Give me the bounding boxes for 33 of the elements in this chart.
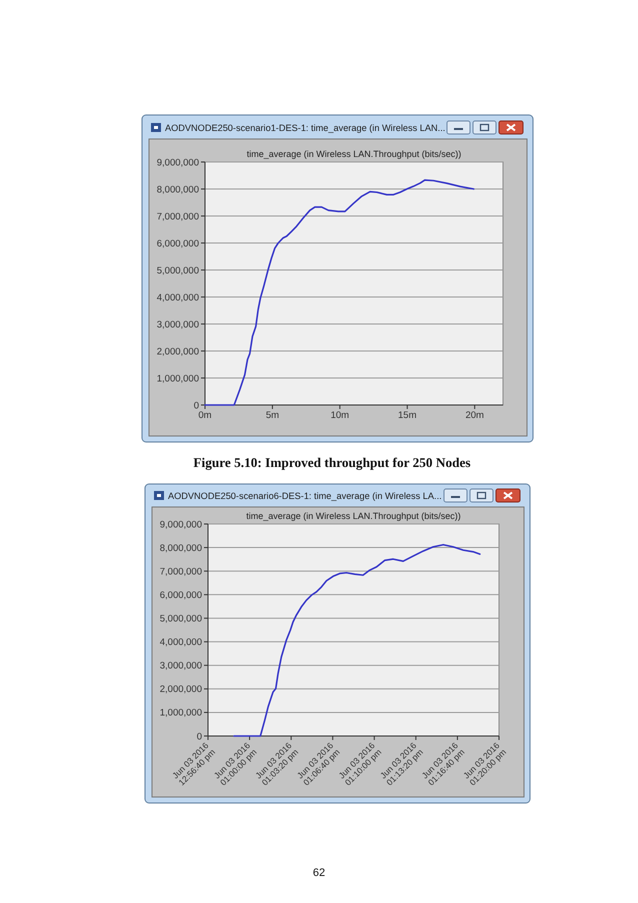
- y-tick-label: 6,000,000: [160, 590, 202, 601]
- x-tick-label: 20m: [465, 410, 484, 421]
- y-tick-label: 4,000,000: [160, 637, 202, 648]
- y-tick-label: 8,000,000: [156, 184, 199, 196]
- x-tick-label: 15m: [398, 410, 417, 421]
- y-tick-label: 7,000,000: [156, 211, 199, 222]
- y-tick-label: 3,000,000: [160, 660, 202, 672]
- y-tick-label: 6,000,000: [156, 238, 199, 250]
- y-tick-label: 0: [196, 731, 202, 742]
- x-tick-label: 10m: [330, 410, 350, 421]
- y-tick-label: 8,000,000: [160, 542, 202, 554]
- line-series: [204, 179, 475, 406]
- chart-subtitle: time_average (in Wireless LAN.Throughput (bits/sec)): [246, 149, 462, 159]
- y-tick-label: 1,000,000: [160, 708, 202, 719]
- y-tick-label: 2,000,000: [160, 684, 202, 696]
- y-tick-label: 5,000,000: [156, 265, 199, 276]
- y-tick-label: 2,000,000: [156, 346, 199, 358]
- x-tick-label: 5m: [266, 410, 280, 421]
- line-series: [233, 544, 481, 737]
- caption: Figure 5.10: Improved throughput for 250 Nodes: [193, 455, 471, 470]
- y-tick-label: 9,000,000: [156, 157, 199, 168]
- text: 62: [312, 867, 326, 879]
- y-tick-label: 4,000,000: [156, 292, 199, 304]
- y-tick-label: 1,000,000: [156, 373, 199, 384]
- chart-title: AODVNODE250-scenario1-DES-1: time_average (in Wireless LAN...: [165, 123, 446, 133]
- y-tick-label: 7,000,000: [160, 566, 202, 578]
- y-tick-label: 0: [194, 400, 199, 412]
- chart-title: AODVNODE250-scenario6-DES-1: time_average (in Wireless LA...: [168, 491, 442, 501]
- x-tick-label: 0m: [198, 410, 212, 421]
- y-tick-label: 3,000,000: [156, 319, 199, 330]
- y-tick-label: 9,000,000: [160, 519, 202, 530]
- chart-subtitle: time_average (in Wireless LAN.Throughput (bits/sec)): [246, 511, 461, 521]
- y-tick-label: 5,000,000: [160, 614, 202, 625]
